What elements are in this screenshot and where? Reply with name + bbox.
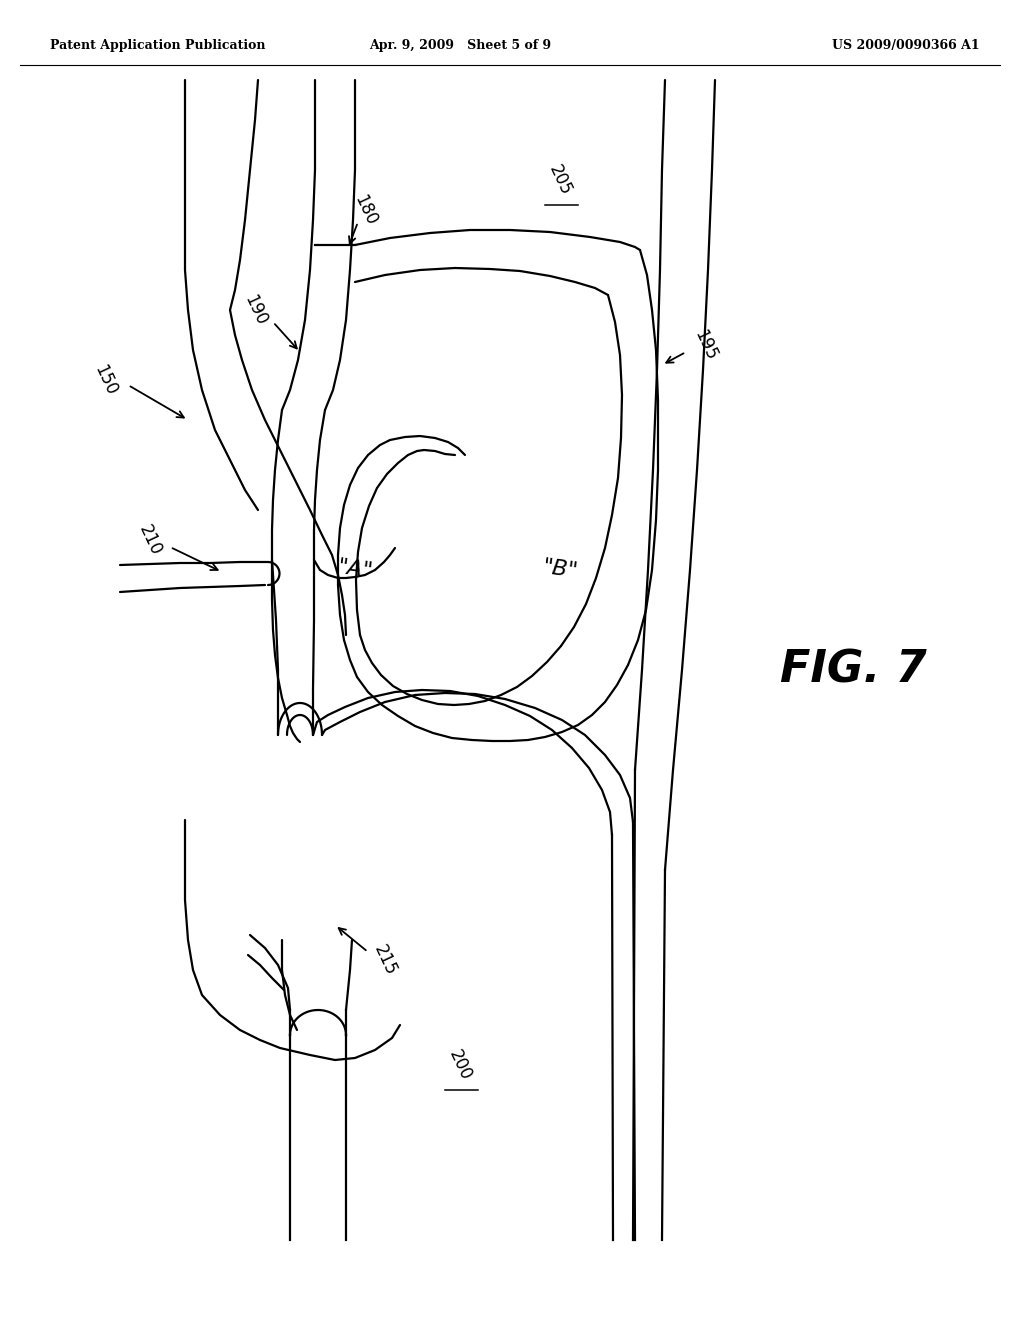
Text: 195: 195 [690, 327, 720, 363]
Text: "A": "A" [336, 557, 374, 582]
Text: 190: 190 [241, 292, 270, 329]
Text: 200: 200 [445, 1047, 475, 1084]
Text: US 2009/0090366 A1: US 2009/0090366 A1 [833, 38, 980, 51]
Text: FIG. 7: FIG. 7 [780, 648, 927, 692]
Text: "B": "B" [541, 557, 580, 582]
Text: 215: 215 [370, 941, 399, 978]
Text: 210: 210 [135, 521, 165, 558]
Text: 180: 180 [350, 191, 380, 228]
Text: 205: 205 [545, 162, 574, 198]
Text: 150: 150 [90, 362, 120, 399]
Text: Apr. 9, 2009   Sheet 5 of 9: Apr. 9, 2009 Sheet 5 of 9 [369, 38, 551, 51]
Text: Patent Application Publication: Patent Application Publication [50, 38, 265, 51]
